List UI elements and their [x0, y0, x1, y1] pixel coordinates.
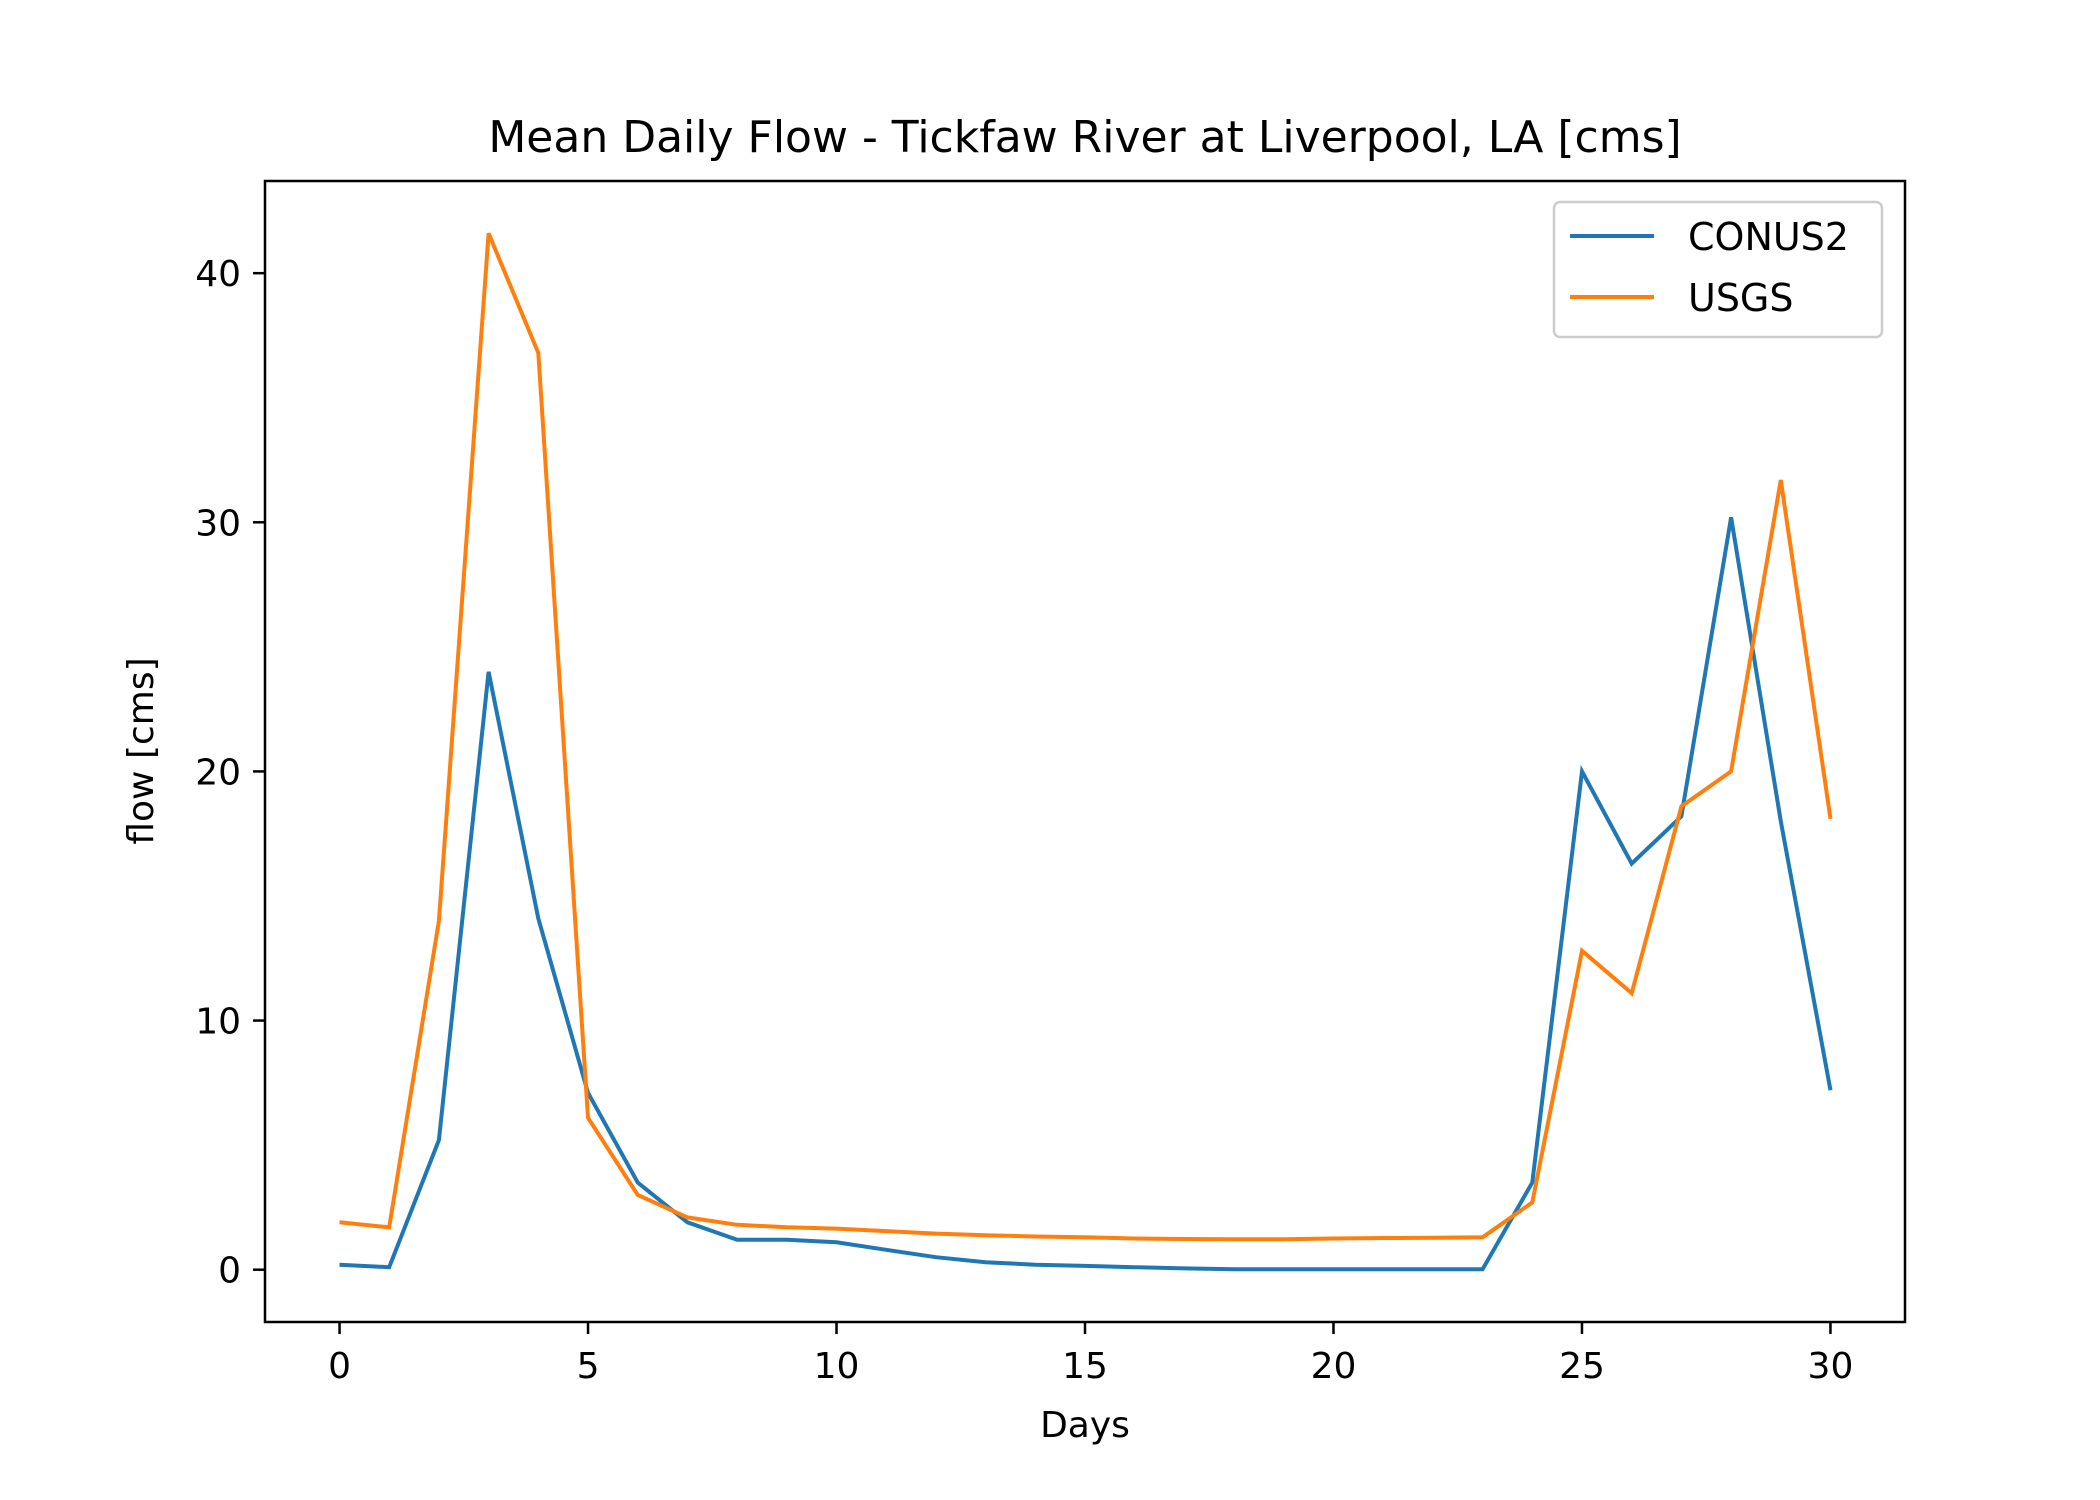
plot-area [339, 232, 1833, 1272]
legend-label-usgs: USGS [1688, 276, 1794, 320]
x-axis: 0 5 10 15 20 25 30 [328, 1322, 1853, 1387]
x-tick-label: 5 [577, 1346, 600, 1387]
series-line-usgs [339, 232, 1833, 1242]
x-tick-label: 20 [1311, 1346, 1357, 1387]
y-axis: 0 10 20 30 40 [195, 254, 265, 1292]
legend: CONUS2 USGS [1552, 200, 1884, 339]
x-tick-label: 25 [1559, 1346, 1605, 1387]
chart-title: Mean Daily Flow - Tickfaw River at Liver… [488, 112, 1681, 163]
y-tick-label: 20 [195, 752, 241, 793]
x-tick-label: 10 [814, 1346, 860, 1387]
y-tick-label: 10 [195, 1002, 241, 1043]
y-tick-label: 0 [218, 1251, 241, 1292]
x-axis-label: Days [1040, 1405, 1130, 1446]
y-tick-label: 40 [195, 254, 241, 295]
legend-label-conus2: CONUS2 [1688, 215, 1849, 259]
x-tick-label: 15 [1062, 1346, 1108, 1387]
y-tick-label: 30 [195, 503, 241, 544]
x-tick-label: 0 [328, 1346, 351, 1387]
y-axis-label: flow [cms] [121, 657, 162, 844]
x-tick-label: 30 [1808, 1346, 1854, 1387]
